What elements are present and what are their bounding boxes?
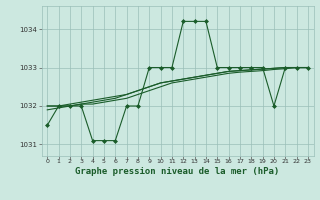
X-axis label: Graphe pression niveau de la mer (hPa): Graphe pression niveau de la mer (hPa): [76, 167, 280, 176]
